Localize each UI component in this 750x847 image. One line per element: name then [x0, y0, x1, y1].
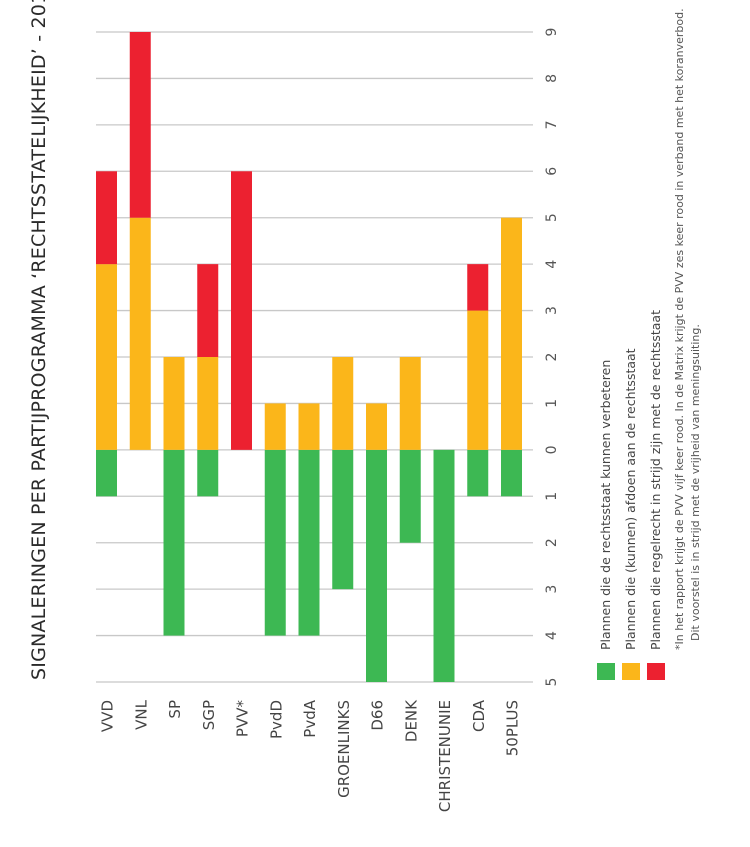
bar-green-pvda [298, 449, 320, 636]
category-label-d66: D66 [369, 700, 387, 731]
bar-red-cda [467, 264, 489, 311]
bar-yellow-groenlinks [332, 357, 354, 450]
bar-yellow-d66 [366, 403, 387, 450]
y-tick-labels: 9 8 7 6 5 4 3 2 1 0 1 2 3 4 5 [544, 28, 560, 687]
y-tick-label-1: 8 [544, 74, 560, 83]
legend-swatch-green [597, 663, 615, 680]
y-tick-label-9: 0 [544, 445, 560, 454]
bar-red-vvd [96, 171, 117, 265]
y-tick-label-7: 2 [544, 353, 560, 362]
footnote-line-1: *In het rapport krijgt de PVV vijf keer … [673, 8, 686, 650]
category-label-50plus: 50PLUS [504, 700, 522, 756]
category-label-pvdd: PvdD [267, 700, 285, 739]
category-label-christenunie: CHRISTENUNIE [436, 700, 454, 812]
chart-title: SIGNALERINGEN PER PARTIJPROGRAMMA ‘RECHT… [28, 0, 50, 680]
category-label-sgp: SGP [200, 700, 218, 730]
bar-yellow-denk [399, 357, 421, 450]
bar-yellow-vnl [129, 217, 151, 450]
y-tick-label-13: 4 [544, 631, 560, 640]
bar-red-sgp [197, 264, 219, 357]
category-label-pvv: PVV* [234, 700, 252, 738]
bar-green-denk [399, 449, 421, 543]
y-tick-label-5: 4 [544, 260, 560, 269]
legend-swatch-red [647, 663, 665, 680]
bar-red-vnl [129, 32, 151, 218]
category-label-cda: CDA [470, 699, 488, 732]
category-label-vvd: VVD [99, 700, 117, 732]
y-tick-label-4: 5 [544, 213, 560, 222]
bar-yellow-vvd [96, 264, 117, 450]
bar-green-50plus [501, 449, 522, 497]
bar-green-sp [163, 449, 185, 636]
bar-yellow-pvdd [264, 403, 286, 450]
bar-red-pvv [231, 171, 252, 450]
y-tick-label-14: 5 [544, 678, 560, 687]
y-tick-label-11: 2 [544, 538, 560, 547]
y-tick-label-8: 1 [544, 399, 560, 408]
bar-green-d66 [366, 449, 387, 682]
legend-label-improve: Plannen die de rechtsstaat kunnen verbet… [598, 359, 613, 650]
bar-yellow-50plus [501, 217, 522, 450]
legend-label-conflict: Plannen die regelrecht in strijd zijn me… [648, 310, 663, 650]
category-label-pvda: PvdA [301, 699, 319, 737]
bar-green-sgp [197, 449, 219, 497]
y-tick-label-6: 3 [544, 306, 560, 315]
category-label-sp: SP [166, 700, 184, 719]
legend-label-detract: Plannen die (kunnen) afdoen aan de recht… [623, 348, 638, 650]
y-tick-label-10: 1 [544, 492, 560, 501]
category-label-groenlinks: GROENLINKS [335, 700, 353, 798]
bar-green-vvd [96, 449, 117, 497]
category-label-denk: DENK [402, 699, 420, 742]
y-tick-label-0: 9 [544, 28, 560, 37]
bar-green-christenunie [433, 449, 455, 682]
bar-yellow-sp [163, 357, 185, 450]
bars [96, 32, 522, 682]
legend-swatch-yellow [622, 663, 640, 680]
bar-green-pvdd [264, 449, 286, 636]
bar-yellow-pvda [298, 403, 320, 450]
bar-yellow-sgp [197, 357, 219, 450]
bar-yellow-cda [467, 310, 489, 450]
footnote-line-2: Dit voorstel is in strijd met de vrijhei… [689, 324, 702, 641]
category-label-vnl: VNL [132, 699, 150, 729]
y-tick-label-2: 7 [544, 120, 560, 129]
y-tick-label-12: 3 [544, 585, 560, 594]
bar-green-groenlinks [332, 449, 354, 590]
category-labels: VVD VNL SP SGP PVV* PvdD PvdA GROENLINKS D66 DENK… [99, 699, 522, 812]
y-tick-label-3: 6 [544, 167, 560, 176]
bar-green-cda [467, 449, 489, 497]
